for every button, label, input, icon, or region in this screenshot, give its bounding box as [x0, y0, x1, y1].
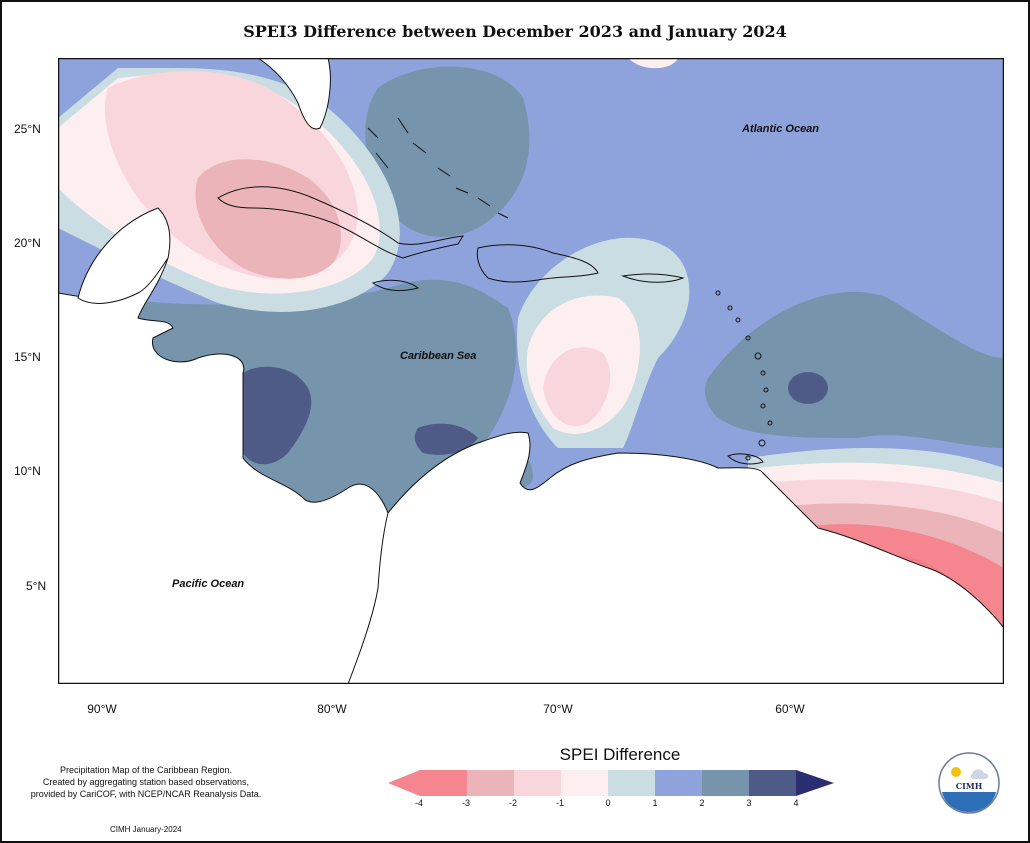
note-line-2: Created by aggregating station based obs… [42, 777, 250, 787]
lon-tick-90w: 90°W [87, 702, 117, 716]
label-caribbean-sea: Caribbean Sea [400, 350, 477, 362]
land-yucatan [77, 207, 171, 304]
legend-tick-minus2: -2 [508, 798, 517, 808]
legend-swatch-0-1 [608, 770, 655, 796]
land-puerto-rico [621, 273, 685, 283]
map-border [58, 58, 1004, 684]
legend-swatch-minus1-0 [561, 770, 608, 796]
legend-tick-minus4: -4 [414, 798, 423, 808]
lat-tick-25n: 25°N [14, 122, 41, 136]
note-line-3: provided by CariCOF, with NCEP/NCAR Rean… [30, 789, 262, 799]
lon-tick-70w: 70°W [543, 702, 573, 716]
cloud-icon [970, 769, 989, 779]
land-jamaica [371, 279, 420, 292]
legend-swatch-minus2-minus1 [514, 770, 561, 796]
map-title: SPEI3 Difference between December 2023 a… [243, 22, 787, 41]
legend-swatch-3-4 [749, 770, 796, 796]
legend-swatch-2-3 [702, 770, 749, 796]
legend-tick-minus3: -3 [461, 798, 470, 808]
legend-swatch-above-4 [796, 770, 834, 796]
lat-tick-5n: 5°N [26, 579, 47, 593]
sun-icon [951, 767, 961, 777]
spei-zone-minus2-minus1-north [628, 58, 678, 69]
spei-map [58, 58, 1004, 684]
land-lesser-antilles [715, 290, 773, 461]
legend-tick-1: 1 [652, 798, 658, 808]
land-trinidad [727, 453, 764, 465]
credit-text: CIMH January-2024 [110, 825, 182, 834]
label-pacific-ocean: Pacific Ocean [172, 578, 245, 590]
land-hispaniola [476, 244, 599, 283]
logo-text: CIMH [956, 781, 983, 791]
spei-zone-2-3-bahamas [365, 66, 530, 237]
lat-tick-20n: 20°N [14, 236, 41, 250]
legend-title: SPEI Difference [559, 745, 681, 764]
note-line-1: Precipitation Map of the Caribbean Regio… [59, 765, 233, 775]
spei-zone-minus3-minus2-cuba [195, 159, 341, 279]
legend-swatch-minus4-minus3 [420, 770, 467, 796]
legend-colorbar [388, 770, 834, 796]
source-notes: Precipitation Map of the Caribbean Regio… [6, 764, 286, 800]
spei-zone-3-4-honduras [243, 366, 312, 465]
legend-tick-3: 3 [746, 798, 752, 808]
label-atlantic-ocean: Atlantic Ocean [742, 123, 820, 135]
lon-tick-80w: 80°W [317, 702, 347, 716]
sea-icon [942, 792, 996, 812]
spei-zone-2-3-atlantic [705, 291, 1004, 448]
legend-tick-4: 4 [793, 798, 799, 808]
map-panel [58, 58, 1004, 684]
legend-swatch-1-2 [655, 770, 702, 796]
land-florida [257, 58, 331, 130]
land-cuba [217, 186, 464, 259]
legend-tick-minus1: -1 [555, 798, 564, 808]
spei-zone-minus2-minus1-central [543, 347, 611, 427]
land-bahamas [367, 117, 509, 219]
lon-tick-60w: 60°W [775, 702, 805, 716]
spei-zone-3-4-colombia [414, 423, 478, 455]
legend-swatch-below-minus4 [388, 770, 420, 796]
legend-tick-2: 2 [699, 798, 705, 808]
lat-tick-10n: 10°N [14, 464, 41, 478]
legend-tick-0: 0 [605, 798, 611, 808]
cimh-logo: CIMH [938, 752, 1000, 814]
lat-tick-15n: 15°N [14, 350, 41, 364]
legend-swatch-minus3-minus2 [467, 770, 514, 796]
spei-zone-3-4-atlantic [788, 372, 828, 404]
